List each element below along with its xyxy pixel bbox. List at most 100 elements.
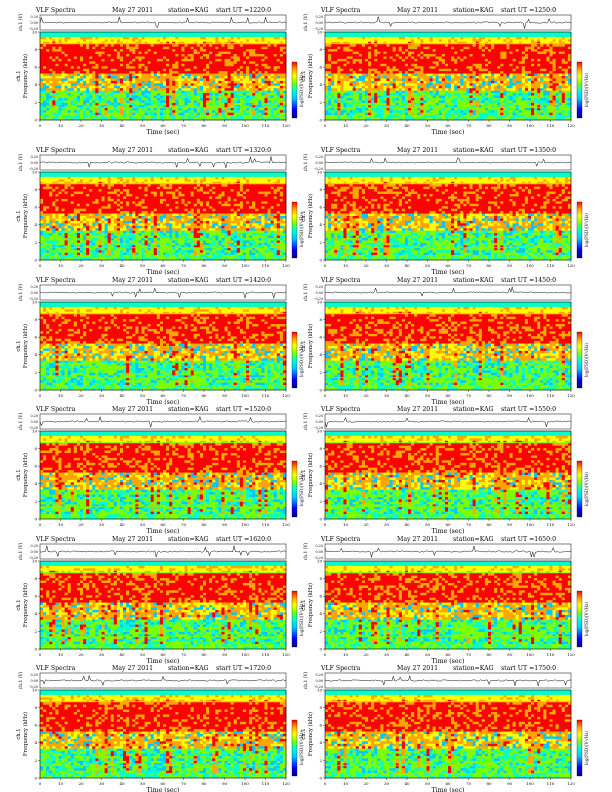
spectrogram-cell xyxy=(399,74,402,77)
spectrogram-cell xyxy=(160,37,163,40)
spectrogram-cell xyxy=(231,115,234,118)
spectrogram-cell xyxy=(40,88,43,91)
spectrogram-cell xyxy=(185,47,188,50)
spectrogram-cell xyxy=(83,88,86,91)
spectrogram-cell xyxy=(497,34,500,37)
spectrogram-cell xyxy=(377,81,380,84)
spectrogram-cell xyxy=(197,81,200,84)
spectrogram-cell xyxy=(448,74,451,77)
spectrogram-cell xyxy=(494,91,497,94)
spectrogram-cell xyxy=(40,39,43,42)
spectrogram-cell xyxy=(212,59,215,62)
spectrogram-cell xyxy=(148,66,151,69)
spectrogram-cell xyxy=(347,113,350,116)
spectrogram-cell xyxy=(371,76,374,79)
spectrogram-cell xyxy=(157,110,160,113)
spectrogram-cell xyxy=(277,61,280,64)
spectrogram-cell xyxy=(68,64,71,67)
spectrogram-cell xyxy=(365,39,368,42)
spectrogram-cell xyxy=(426,76,429,79)
spectrogram-cell xyxy=(92,78,95,81)
spectrogram-cell xyxy=(172,56,175,59)
spectrogram-cell xyxy=(49,103,52,106)
spectrogram-cell xyxy=(399,34,402,37)
spectrogram-cell xyxy=(98,56,101,59)
spectrogram-cell xyxy=(347,91,350,94)
spectrogram-cell xyxy=(89,108,92,111)
spectrogram-cell xyxy=(383,108,386,111)
spectrogram-cell xyxy=(280,103,283,106)
spectrogram-cell xyxy=(43,88,46,91)
spectrogram-cell xyxy=(411,69,414,72)
spectrogram-cell xyxy=(405,44,408,47)
spectrogram-cell xyxy=(426,52,429,55)
spectrogram-cell xyxy=(225,71,228,74)
spectrogram-cell xyxy=(151,76,154,79)
spectrogram-cell xyxy=(383,88,386,91)
spectrogram-cell xyxy=(160,52,163,55)
spectrogram-cell xyxy=(405,78,408,81)
spectrogram-cell xyxy=(120,96,123,99)
spectrogram-cell xyxy=(212,49,215,52)
spectrogram-cell xyxy=(426,34,429,37)
spectrogram-cell xyxy=(77,86,80,89)
spectrogram-cell xyxy=(185,71,188,74)
spectrogram-cell xyxy=(451,69,454,72)
spectrogram-cell xyxy=(380,61,383,64)
spectrogram-cell xyxy=(246,47,249,50)
spectrogram-cell xyxy=(83,69,86,72)
spectrogram-cell xyxy=(497,88,500,91)
spectrogram-cell xyxy=(280,83,283,86)
spectrogram-cell xyxy=(460,61,463,64)
spectrogram-cell xyxy=(482,96,485,99)
spectrogram-cell xyxy=(488,98,491,101)
spectrogram-cell xyxy=(485,108,488,111)
spectrogram-cell xyxy=(451,71,454,74)
spectrogram-cell xyxy=(482,69,485,72)
spectrogram-cell xyxy=(185,83,188,86)
spectrogram-cell xyxy=(203,56,206,59)
spectrogram-cell xyxy=(448,103,451,106)
spectrogram-cell xyxy=(188,88,191,91)
spectrogram-cell xyxy=(145,69,148,72)
spectrogram-cell xyxy=(371,113,374,116)
spectrogram-cell xyxy=(191,56,194,59)
spectrogram-cell xyxy=(163,83,166,86)
spectrogram-cell xyxy=(390,61,393,64)
spectrogram-cell xyxy=(460,110,463,113)
spectrogram-cell xyxy=(86,78,89,81)
spectrogram-cell xyxy=(225,103,228,106)
spectrogram-cell xyxy=(83,115,86,118)
spectrogram-cell xyxy=(374,81,377,84)
spectrogram-cell xyxy=(473,49,476,52)
spectrogram-cell xyxy=(473,96,476,99)
spectrogram-cell xyxy=(411,34,414,37)
spectrogram-cell xyxy=(420,44,423,47)
spectrogram-cell xyxy=(105,52,108,55)
spectrogram-cell xyxy=(274,71,277,74)
spectrogram-cell xyxy=(141,96,144,99)
spectrogram-cell xyxy=(117,61,120,64)
spectrogram-cell xyxy=(255,74,258,77)
spectrogram-cell xyxy=(405,93,408,96)
spectrogram-cell xyxy=(135,44,138,47)
spectrogram-cell xyxy=(331,54,334,57)
spectrogram-cell xyxy=(411,93,414,96)
spectrogram-cell xyxy=(466,96,469,99)
spectrogram-cell xyxy=(454,44,457,47)
spectrogram-cell xyxy=(209,88,212,91)
spectrogram-cell xyxy=(491,64,494,67)
spectrogram-cell xyxy=(380,71,383,74)
spectrogram-cell xyxy=(383,44,386,47)
spectrogram-cell xyxy=(479,83,482,86)
spectrogram-cell xyxy=(157,91,160,94)
spectrogram-cell xyxy=(325,76,328,79)
spectrogram-cell xyxy=(476,91,479,94)
spectrogram-cell xyxy=(105,103,108,106)
spectrogram-cell xyxy=(448,37,451,40)
spectrogram-cell xyxy=(65,54,68,57)
spectrogram-cell xyxy=(102,49,105,52)
spectrogram-cell xyxy=(325,78,328,81)
spectrogram-cell xyxy=(234,37,237,40)
header-start-ut: start UT =1250:0 xyxy=(501,7,556,14)
